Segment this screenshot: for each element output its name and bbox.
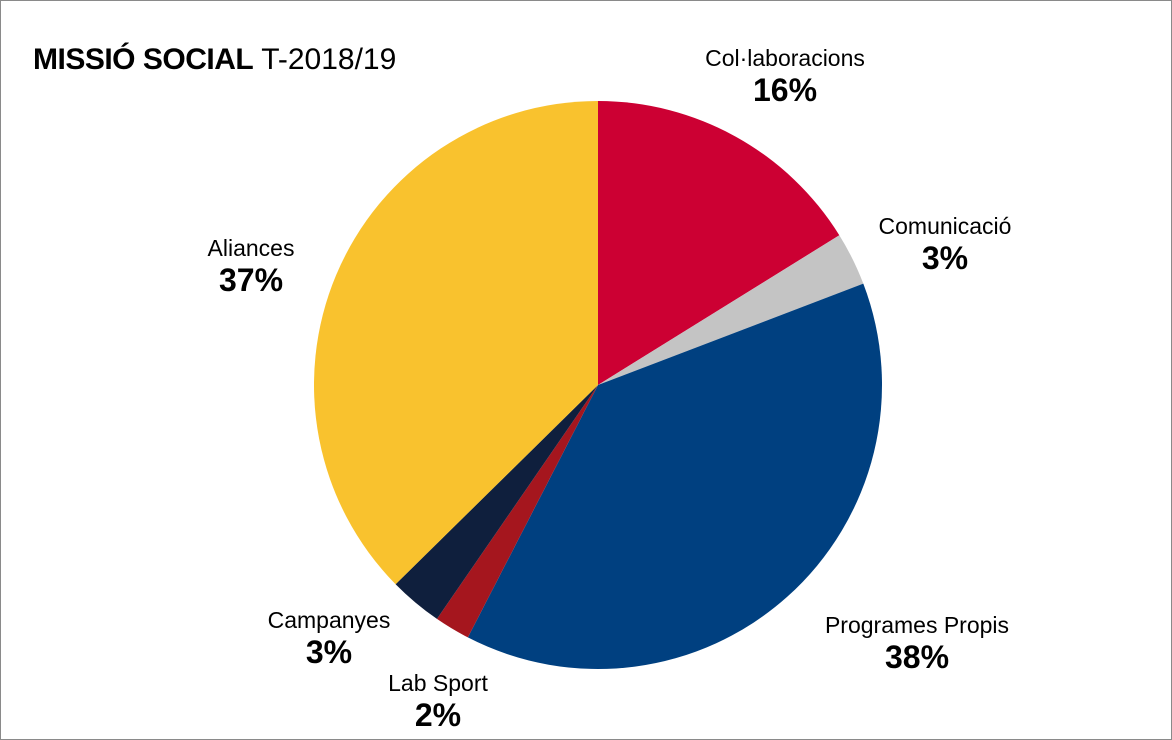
slice-label-col-laboracions: Col·laboracions	[705, 45, 865, 71]
slice-value-programes-propis: 38%	[885, 639, 949, 675]
slice-label-comunicacio: Comunicació	[879, 213, 1012, 239]
slice-value-lab-sport: 2%	[415, 697, 461, 733]
pie-slice-aliances	[313, 100, 598, 585]
slice-labels: Col·laboracions16%Comunicació3%Programes…	[208, 45, 1012, 733]
chart-title-line: MISSIÓ SOCIAL T-2018/19	[33, 42, 396, 76]
pie-slice-comunicacio	[598, 235, 864, 385]
pie-slice-campanyes	[395, 385, 598, 619]
slice-value-aliances: 37%	[219, 262, 283, 298]
chart-title: MISSIÓ SOCIAL	[33, 42, 253, 76]
slice-value-col-laboracions: 16%	[753, 72, 817, 108]
chart-subtitle: T-2018/19	[261, 43, 396, 76]
pie-slice-programes-propis	[467, 283, 883, 670]
slice-value-campanyes: 3%	[306, 634, 352, 670]
slice-value-comunicacio: 3%	[922, 240, 968, 276]
slice-label-campanyes: Campanyes	[268, 607, 391, 633]
pie-slice-col-laboracions	[598, 101, 840, 385]
slice-label-aliances: Aliances	[208, 235, 295, 261]
pie-slice-lab-sport	[436, 385, 598, 638]
slice-label-lab-sport: Lab Sport	[388, 670, 488, 696]
pie-slices	[313, 100, 883, 670]
slice-label-programes-propis: Programes Propis	[825, 612, 1009, 638]
